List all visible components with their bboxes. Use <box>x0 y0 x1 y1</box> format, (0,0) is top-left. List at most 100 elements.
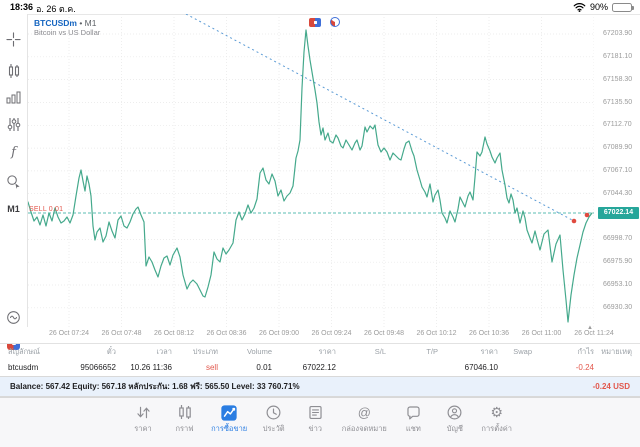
symbol-name: BTCUSDm <box>34 18 77 28</box>
tab-history[interactable]: ประวัติ <box>259 403 289 435</box>
tab-mailbox[interactable]: @ กล่องจดหมาย <box>342 403 387 435</box>
objects-sliders-icon[interactable] <box>0 113 27 135</box>
candlestick-icon[interactable] <box>0 60 27 82</box>
positions-table: สัญลักษณ์ ตั๋ว เวลา ประเภท Volume ราคา S… <box>0 344 640 375</box>
economic-wave-icon[interactable] <box>0 306 27 328</box>
col-symbol: สัญลักษณ์ <box>8 346 41 356</box>
pos-volume: 0.01 <box>256 362 272 372</box>
symbol-description: Bitcoin vs US Dollar <box>34 28 101 37</box>
settings-gear-icon: ⚙ <box>490 404 503 421</box>
tab-label: ราคา <box>134 424 152 433</box>
crosshair-icon[interactable] <box>0 28 27 50</box>
timeframe-label[interactable]: M1 <box>7 204 20 214</box>
trade-chart-icon <box>220 403 238 422</box>
status-date: อ. 26 ต.ค. <box>36 4 76 14</box>
col-volume: Volume <box>246 347 272 356</box>
tab-charts[interactable]: กราฟ <box>170 403 200 435</box>
x-axis-label: 26 Oct 07:24 <box>48 330 90 337</box>
account-floating-pl: -0.24 USD <box>592 382 630 391</box>
col-profit: กำไร <box>577 346 594 356</box>
col-swap: Swap <box>513 347 532 356</box>
indicator-icon[interactable] <box>0 86 27 108</box>
tab-label: แชท <box>405 424 421 433</box>
tab-quotes[interactable]: ราคา <box>128 403 158 435</box>
y-axis: 67203.90 67181.10 67158.30 67135.50 67112.70… <box>597 14 640 334</box>
x-axis-label: 26 Oct 08:12 <box>153 330 195 337</box>
grid-lines <box>28 14 594 327</box>
chart-toolbar: f M1 <box>0 14 28 350</box>
account-summary: Balance: 567.42 Equity: 567.18 หลักประกั… <box>10 382 300 391</box>
y-axis-label: 67203.90 <box>603 30 633 37</box>
trendline[interactable] <box>185 14 575 222</box>
charts-candles-icon <box>177 403 193 422</box>
x-axis: 26 Oct 07:24 26 Oct 07:48 26 Oct 08:12 26 O… <box>0 327 640 343</box>
price-chart[interactable] <box>28 14 594 327</box>
chat-bubble-icon <box>405 403 422 422</box>
y-axis-label: 67112.70 <box>603 121 632 129</box>
open-position-label[interactable]: SELL 0.01 <box>29 206 64 213</box>
mailbox-at-icon: @ <box>357 405 371 420</box>
account-person-icon <box>446 403 463 422</box>
price-polyline <box>28 29 593 323</box>
x-axis-label: 26 Oct 07:48 <box>101 330 142 337</box>
shapes-icon[interactable] <box>0 170 27 192</box>
chart-border <box>28 14 640 15</box>
col-tp: T/P <box>426 347 438 356</box>
pos-symbol: btcusdm <box>8 362 39 372</box>
y-axis-label: 67067.10 <box>603 166 633 174</box>
battery-icon <box>612 2 634 12</box>
tab-trade[interactable]: การซื้อขาย <box>211 403 247 435</box>
clock-time: 18:36 <box>10 2 34 12</box>
col-time: เวลา <box>156 346 172 356</box>
pos-time: 10.26 11:36 <box>130 362 172 372</box>
pos-ticket: 95066652 <box>80 362 116 372</box>
tab-news[interactable]: ข่าว <box>300 403 330 435</box>
y-axis-label: 66953.10 <box>603 281 633 288</box>
y-axis-label: 66998.70 <box>603 235 633 243</box>
bottom-tab-bar: ราคา กราฟ การซื้อขาย ประวัติ <box>0 397 640 447</box>
tab-label: การตั้งค่า <box>481 424 512 433</box>
tab-label: กล่องจดหมาย <box>341 424 387 433</box>
tab-label: บัญชี <box>446 424 464 433</box>
x-axis-label: 26 Oct 09:48 <box>363 330 405 337</box>
y-axis-label: 67135.50 <box>603 98 633 106</box>
position-row[interactable]: btcusdm 95066652 10.26 11:36 sell 0.01 6… <box>0 359 640 375</box>
calendar-event-clock-icon[interactable] <box>330 17 340 27</box>
x-axis-label: 26 Oct 11:24 <box>574 330 614 337</box>
tab-chat[interactable]: แชท <box>398 403 428 435</box>
tab-label: การซื้อขาย <box>211 424 248 433</box>
trend-markers <box>571 212 590 224</box>
status-bar: 18:36 อ. 26 ต.ค. 90% <box>0 0 640 14</box>
x-axis-label: 26 Oct 10:12 <box>416 330 457 337</box>
y-axis-label: 67089.90 <box>603 144 633 152</box>
pos-type: sell <box>205 362 218 372</box>
divider <box>0 343 640 344</box>
y-axis-label: 67181.10 <box>603 52 633 60</box>
tab-label: ประวัติ <box>262 424 285 433</box>
col-comment: หมายเหตุ <box>601 346 632 356</box>
function-icon[interactable]: f <box>11 144 16 160</box>
calendar-event-flag-icon[interactable] <box>309 18 321 27</box>
y-axis-label: 66975.90 <box>603 258 633 266</box>
x-axis-label: 26 Oct 10:36 <box>468 330 510 337</box>
chart-header: BTCUSDm • M1 Bitcoin vs US Dollar <box>34 17 100 38</box>
x-axis-label: 26 Oct 11:00 <box>521 330 562 337</box>
x-axis-label: 26 Oct 09:00 <box>258 330 300 337</box>
tab-label: ข่าว <box>308 424 323 433</box>
col-price-current: ราคา <box>480 346 498 356</box>
wifi-icon <box>573 3 586 12</box>
tab-accounts[interactable]: บัญชี <box>440 403 470 435</box>
account-summary-bar: Balance: 567.42 Equity: 567.18 หลักประกั… <box>0 376 640 397</box>
symbol-timeframe: • M1 <box>76 18 97 28</box>
current-bar-marker: ▲ <box>587 325 593 331</box>
quotes-arrows-icon <box>135 403 152 422</box>
tab-settings[interactable]: ⚙ การตั้งค่า <box>481 403 512 435</box>
current-price-tag: 67022.14 <box>598 207 639 219</box>
y-axis-label: 66930.30 <box>603 303 633 311</box>
x-axis-label: 26 Oct 08:36 <box>206 330 247 337</box>
tab-label: กราฟ <box>175 424 194 433</box>
col-price-open: ราคา <box>318 346 336 356</box>
status-right: 90% <box>573 2 634 12</box>
history-clock-icon <box>265 403 282 422</box>
